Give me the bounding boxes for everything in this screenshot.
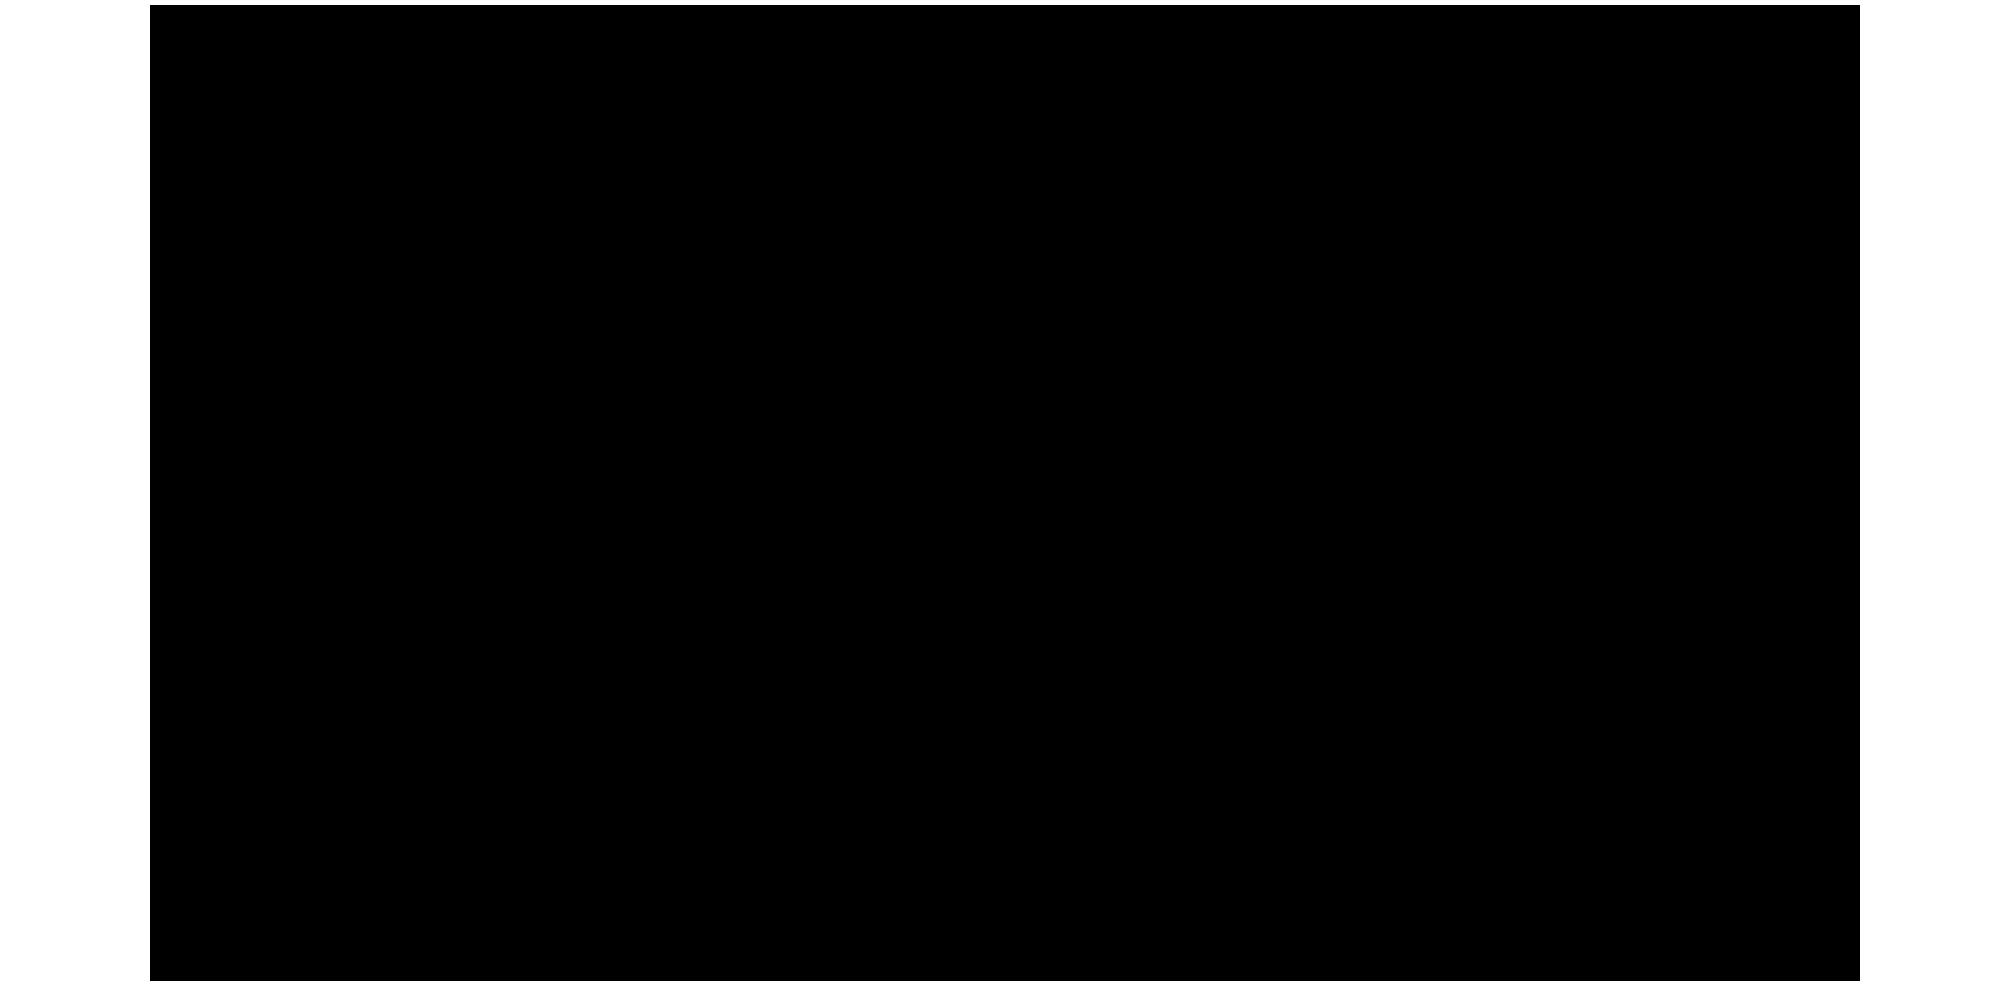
word-cloud-canvas — [150, 5, 1860, 981]
